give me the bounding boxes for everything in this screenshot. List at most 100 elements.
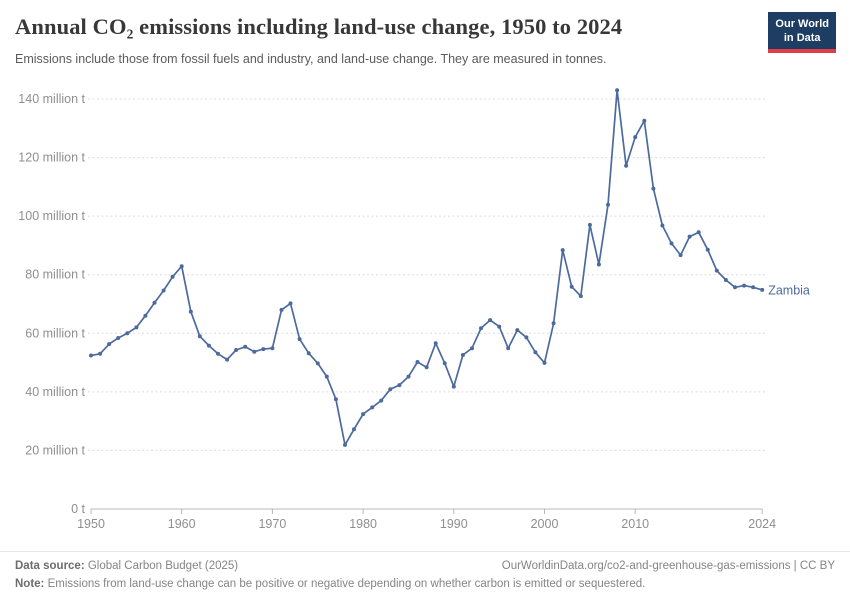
- note-label: Note:: [15, 578, 45, 590]
- data-point-1976: [324, 374, 329, 379]
- data-point-2012: [651, 186, 656, 191]
- data-point-2016: [687, 234, 692, 239]
- chart-note: Note: Emissions from land-use change can…: [15, 578, 645, 590]
- data-point-1980: [361, 412, 366, 417]
- data-point-2018: [705, 247, 710, 252]
- data-point-1952: [107, 342, 112, 347]
- data-point-1977: [333, 397, 338, 402]
- x-tick-label-1950: 1950: [77, 517, 105, 531]
- x-tick-label-1960: 1960: [168, 517, 196, 531]
- data-point-1958: [161, 288, 166, 293]
- credit-url[interactable]: OurWorldinData.org/co2-and-greenhouse-ga…: [501, 560, 835, 572]
- data-point-1956: [143, 313, 148, 318]
- data-point-1950: [89, 353, 93, 358]
- data-point-2000: [542, 360, 547, 365]
- data-point-1984: [397, 383, 402, 388]
- data-point-1991: [460, 353, 465, 357]
- data-point-1988: [433, 341, 438, 346]
- data-point-1973: [297, 337, 302, 342]
- data-point-1963: [206, 343, 211, 348]
- data-point-1994: [488, 318, 493, 323]
- x-tick-label-1970: 1970: [258, 517, 286, 531]
- x-tick-label-1980: 1980: [349, 517, 377, 531]
- y-tick-label-60: 60 million t: [25, 326, 85, 340]
- data-point-2001: [551, 321, 556, 326]
- data-point-2002: [560, 248, 565, 253]
- data-point-1970: [270, 346, 275, 351]
- data-point-1951: [98, 351, 103, 356]
- data-point-1993: [479, 326, 483, 331]
- data-point-1975: [315, 361, 320, 366]
- data-point-2007: [606, 202, 610, 207]
- y-tick-label-120: 120 million t: [18, 151, 85, 165]
- data-point-1971: [279, 307, 284, 312]
- data-point-1990: [451, 384, 456, 389]
- data-point-2014: [669, 241, 674, 246]
- data-point-1959: [170, 274, 175, 279]
- data-point-2021: [733, 285, 737, 290]
- data-point-1982: [379, 398, 384, 403]
- data-point-2009: [624, 163, 629, 168]
- data-point-1981: [370, 405, 375, 410]
- data-point-1972: [288, 301, 293, 306]
- data-point-2011: [642, 118, 647, 123]
- data-point-1955: [134, 325, 139, 330]
- x-tick-label-1990: 1990: [440, 517, 468, 531]
- data-point-1967: [243, 344, 248, 349]
- data-point-1998: [524, 335, 529, 340]
- data-point-1960: [179, 264, 184, 269]
- data-point-1999: [533, 350, 538, 355]
- data-point-2008: [615, 88, 620, 93]
- data-point-2013: [660, 223, 665, 228]
- data-point-1995: [497, 324, 502, 329]
- data-point-1965: [225, 357, 230, 362]
- data-point-2017: [696, 230, 701, 235]
- data-point-1979: [352, 427, 356, 432]
- data-point-1997: [515, 328, 520, 333]
- data-point-1985: [406, 374, 411, 379]
- data-point-1989: [442, 361, 447, 366]
- page-title: Annual CO₂ emissions including land-use …: [15, 14, 623, 39]
- data-points: [89, 88, 765, 447]
- data-point-1969: [261, 347, 266, 352]
- data-point-1953: [116, 336, 121, 340]
- y-tick-label-40: 40 million t: [25, 385, 85, 399]
- data-point-1962: [197, 334, 202, 339]
- data-source: Data source: Global Carbon Budget (2025): [15, 560, 238, 572]
- series-label-zambia[interactable]: Zambia: [768, 283, 810, 297]
- data-point-1986: [415, 360, 420, 364]
- data-point-2019: [714, 268, 719, 273]
- data-point-1974: [306, 351, 311, 356]
- x-tick-label-2024: 2024: [748, 517, 776, 531]
- y-tick-label-20: 20 million t: [25, 443, 85, 457]
- data-source-label: Data source:: [15, 560, 85, 572]
- data-point-1968: [252, 349, 257, 354]
- owid-logo: Our World in Data: [768, 12, 836, 53]
- x-tick-label-2010: 2010: [621, 517, 649, 531]
- x-tick-label-2000: 2000: [531, 517, 559, 531]
- owid-logo-line1: Our World: [775, 18, 829, 30]
- data-point-1961: [188, 309, 193, 314]
- chart-subtitle: Emissions include those from fossil fuel…: [15, 52, 607, 66]
- data-point-1966: [234, 348, 239, 352]
- data-point-1978: [343, 442, 347, 447]
- data-point-2005: [587, 222, 592, 227]
- data-source-value: Global Carbon Budget (2025): [84, 560, 239, 572]
- y-tick-label-100: 100 million t: [18, 209, 85, 223]
- data-point-1954: [125, 331, 130, 336]
- data-point-2006: [596, 262, 601, 267]
- y-tick-label-140: 140 million t: [18, 92, 85, 106]
- data-point-2024: [760, 287, 765, 292]
- data-point-2020: [723, 278, 728, 282]
- owid-logo-line2: in Data: [783, 32, 821, 45]
- data-point-1964: [216, 351, 220, 356]
- data-point-1992: [470, 346, 474, 351]
- data-point-1996: [506, 346, 511, 351]
- data-point-2022: [742, 283, 747, 288]
- note-value: Emissions from land-use change can be po…: [44, 578, 646, 590]
- data-point-2010: [633, 135, 638, 140]
- y-tick-label-80: 80 million t: [25, 268, 85, 282]
- data-point-2004: [578, 294, 583, 299]
- data-point-1983: [388, 387, 393, 392]
